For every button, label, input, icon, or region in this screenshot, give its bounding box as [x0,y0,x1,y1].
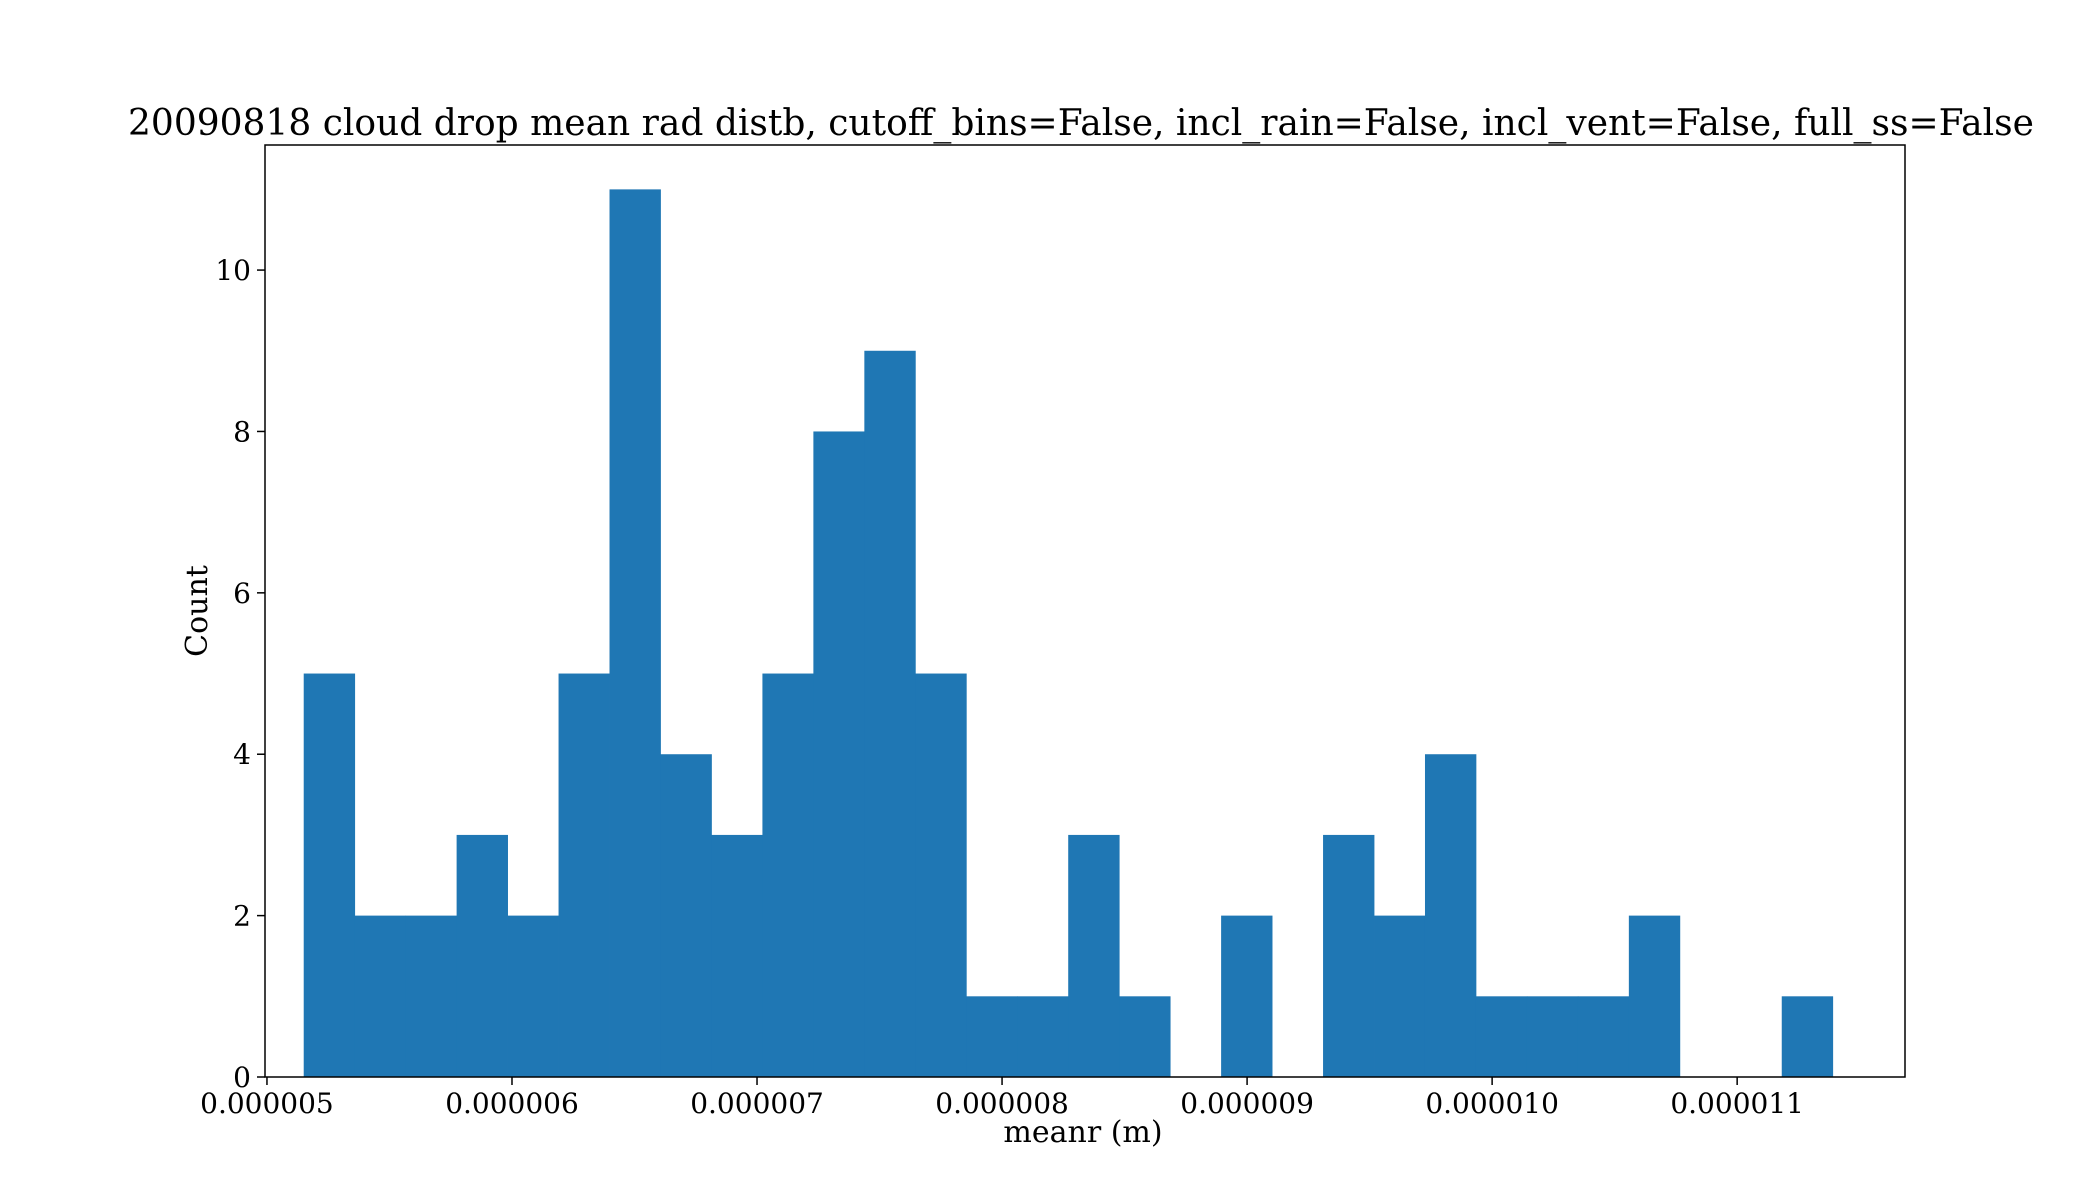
histogram-bar [762,673,814,1077]
histogram-bar [864,350,916,1077]
histogram-bar [915,673,967,1077]
y-tick-label: 8 [233,415,251,448]
x-axis-label: meanr (m) [1003,1115,1162,1150]
histogram-bar [609,189,661,1077]
y-tick-label: 6 [233,577,251,610]
histogram-bar [966,996,1018,1077]
histogram-bar [1526,996,1579,1077]
bars-layer [303,189,1834,1077]
histogram-bar [507,915,559,1077]
histogram-bar [303,673,356,1077]
y-axis: 0 2 4 6 8 10 [215,254,265,1094]
histogram-bar [1017,996,1069,1077]
histogram-bar [711,834,763,1077]
histogram-bar [558,673,610,1077]
x-tick-label: 0.000007 [690,1087,824,1120]
y-tick-label: 10 [215,254,251,287]
histogram-bar [1781,996,1834,1077]
y-axis-label: Count [180,565,215,657]
y-tick-label: 2 [233,900,251,933]
x-tick-label: 0.000006 [445,1087,579,1120]
chart-title: 20090818 cloud drop mean rad distb, cuto… [128,103,2034,144]
y-tick-label: 4 [233,738,251,771]
histogram-bar [1221,915,1273,1077]
histogram-bar [1374,915,1426,1077]
x-tick-label: 0.000010 [1425,1087,1559,1120]
histogram-bar [456,834,508,1077]
histogram-bar [1323,834,1375,1077]
x-axis: 0.000005 0.000006 0.000007 0.000008 0.000009… [200,1077,1804,1120]
x-tick-label: 0.000008 [935,1087,1069,1120]
x-tick-label: 0.000009 [1180,1087,1314,1120]
histogram-bar [660,754,712,1077]
x-tick-label: 0.000005 [200,1087,334,1120]
histogram-bar [813,431,865,1077]
plot-frame [264,144,1906,1078]
histogram-bar [1628,915,1681,1077]
histogram-bar [1119,996,1171,1077]
y-tick-label: 0 [233,1061,251,1094]
histogram-bar [1475,996,1528,1077]
histogram-bar [1424,754,1477,1077]
x-tick-label: 0.000011 [1670,1087,1804,1120]
histogram-bar [405,915,458,1077]
histogram-bar [354,915,407,1077]
histogram-bar [1577,996,1630,1077]
histogram-bar [1068,834,1120,1077]
